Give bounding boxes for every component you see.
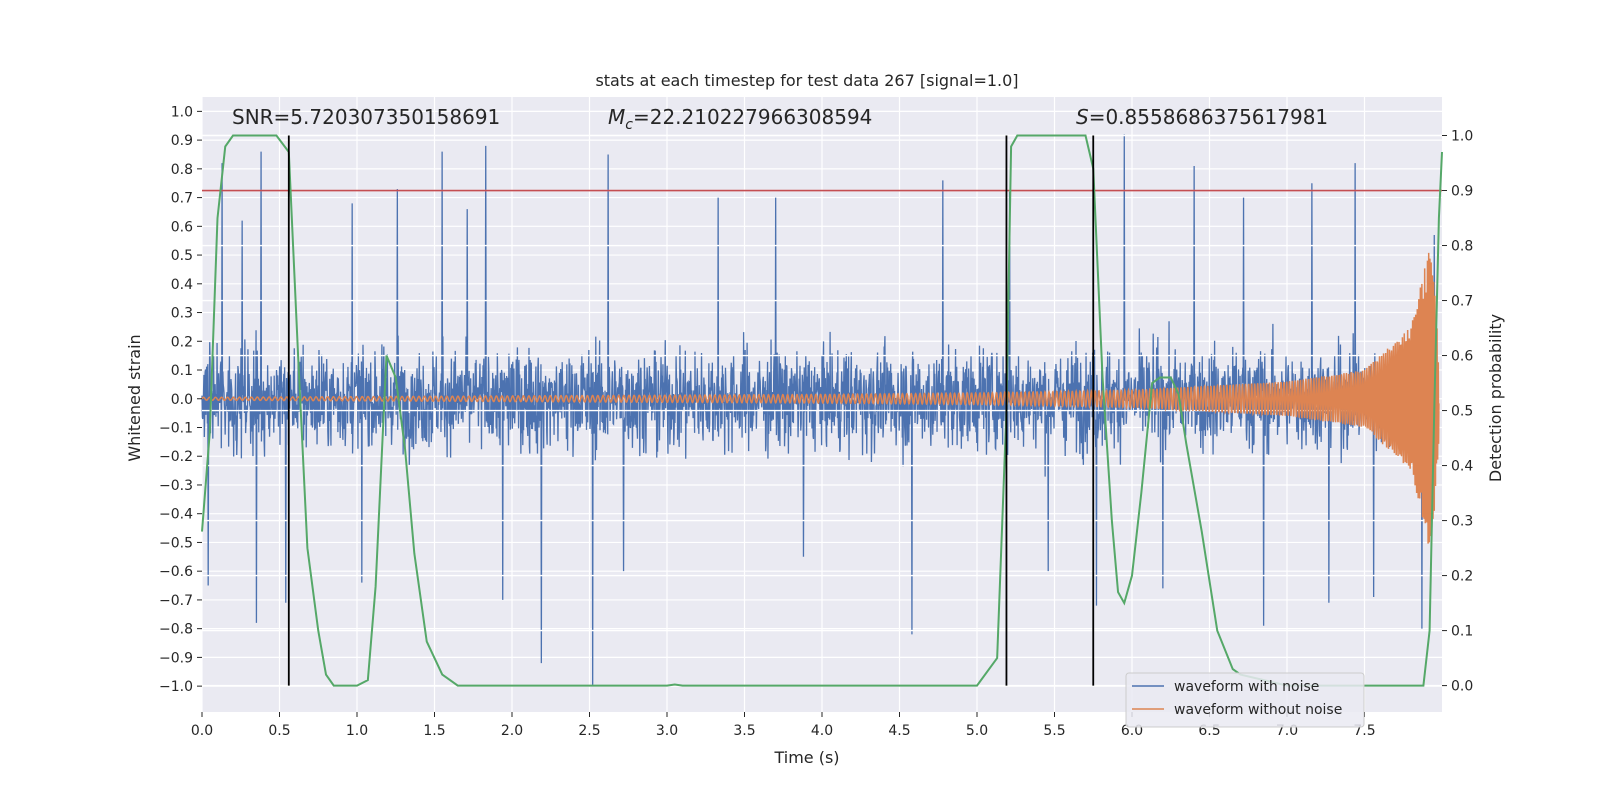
y2-tick-label: 0.9 — [1451, 184, 1473, 200]
y-tick-label: −0.9 — [159, 650, 193, 666]
x-tick-label: 2.0 — [501, 723, 523, 739]
x-tick-label: 0.0 — [191, 723, 213, 739]
legend-label-clean: waveform without noise — [1174, 702, 1342, 718]
x-tick-label: 4.5 — [888, 723, 910, 739]
y-tick-label: 0.3 — [171, 306, 193, 322]
marker-layer — [287, 135, 1095, 686]
y2-tick-label: 0.4 — [1451, 459, 1473, 475]
clean-waveform-layer — [201, 252, 1440, 544]
y2-tick-label: 0.5 — [1451, 404, 1473, 420]
y2-tick-label: 0.1 — [1451, 624, 1473, 640]
x-tick-label: 5.0 — [966, 723, 988, 739]
x-tick-label: 3.0 — [656, 723, 678, 739]
y-tick-label: −0.4 — [159, 507, 193, 523]
chirp-mass-subscript: c — [625, 117, 633, 133]
y-tick-label: −0.6 — [159, 564, 193, 580]
x-tick-label: 1.5 — [423, 723, 445, 739]
y2-tick-label: 1.0 — [1451, 129, 1473, 145]
x-axis-label: Time (s) — [773, 748, 839, 767]
y-axis-label: Whitened strain — [125, 334, 144, 461]
snr-annotation: SNR=5.720307350158691 — [232, 105, 500, 129]
legend-box — [1125, 672, 1365, 728]
y2-tick-label: 0.8 — [1451, 239, 1473, 255]
x-tick-label: 1.0 — [346, 723, 368, 739]
y2-axis-label: Detection probability — [1486, 314, 1505, 482]
clean-waveform-line — [201, 252, 1440, 544]
score-annotation: S=0.8558686375617981 — [1076, 105, 1328, 129]
x-tick-label: 5.5 — [1043, 723, 1065, 739]
chirp-mass-value: =22.210227966308594 — [633, 105, 872, 129]
y-tick-label: −0.3 — [159, 478, 193, 494]
x-tick-label: 2.5 — [578, 723, 600, 739]
score-value: =0.8558686375617981 — [1089, 105, 1328, 129]
probability-layer — [201, 134, 1443, 687]
legend: waveform with noise waveform without noi… — [1125, 672, 1365, 728]
y-tick-label: −0.1 — [159, 420, 193, 436]
y-tick-label: 0.1 — [171, 363, 193, 379]
y-tick-label: −0.8 — [159, 622, 193, 638]
probability-line — [201, 134, 1443, 687]
y2-tick-label: 0.0 — [1451, 679, 1473, 695]
y-tick-label: 0.4 — [171, 277, 193, 293]
x-tick-label: 3.5 — [733, 723, 755, 739]
chirp-mass-symbol: M — [608, 105, 625, 129]
score-symbol: S — [1076, 105, 1089, 129]
tick-layer: 0.0 0.5 1.0 1.5 2.0 2.5 3.0 3.5 4.0 4.5 5.0 5.5 6.0 6… — [159, 104, 1473, 739]
y2-tick-label: 0.3 — [1451, 514, 1473, 530]
y-tick-label: −1.0 — [159, 679, 193, 695]
y-tick-label: 1.0 — [171, 104, 193, 120]
y2-tick-label: 0.7 — [1451, 294, 1473, 310]
chart-title: stats at each timestep for test data 267… — [595, 71, 1018, 90]
y-tick-label: 0.9 — [171, 133, 193, 149]
x-tick-label: 0.5 — [268, 723, 290, 739]
y-tick-label: 0.8 — [171, 162, 193, 178]
y-tick-label: 0.7 — [171, 191, 193, 207]
y-tick-label: 0.2 — [171, 334, 193, 350]
y-tick-label: 0.0 — [171, 392, 193, 408]
y-tick-label: −0.7 — [159, 593, 193, 609]
y-tick-label: 0.6 — [171, 219, 193, 235]
y2-tick-label: 0.6 — [1451, 349, 1473, 365]
y2-tick-label: 0.2 — [1451, 569, 1473, 585]
y-tick-label: −0.2 — [159, 449, 193, 465]
x-tick-label: 4.0 — [811, 723, 833, 739]
chirp-mass-annotation: Mc=22.210227966308594 — [608, 105, 872, 133]
y-tick-label: 0.5 — [171, 248, 193, 264]
y-tick-label: −0.5 — [159, 535, 193, 551]
legend-label-noise: waveform with noise — [1174, 679, 1319, 695]
